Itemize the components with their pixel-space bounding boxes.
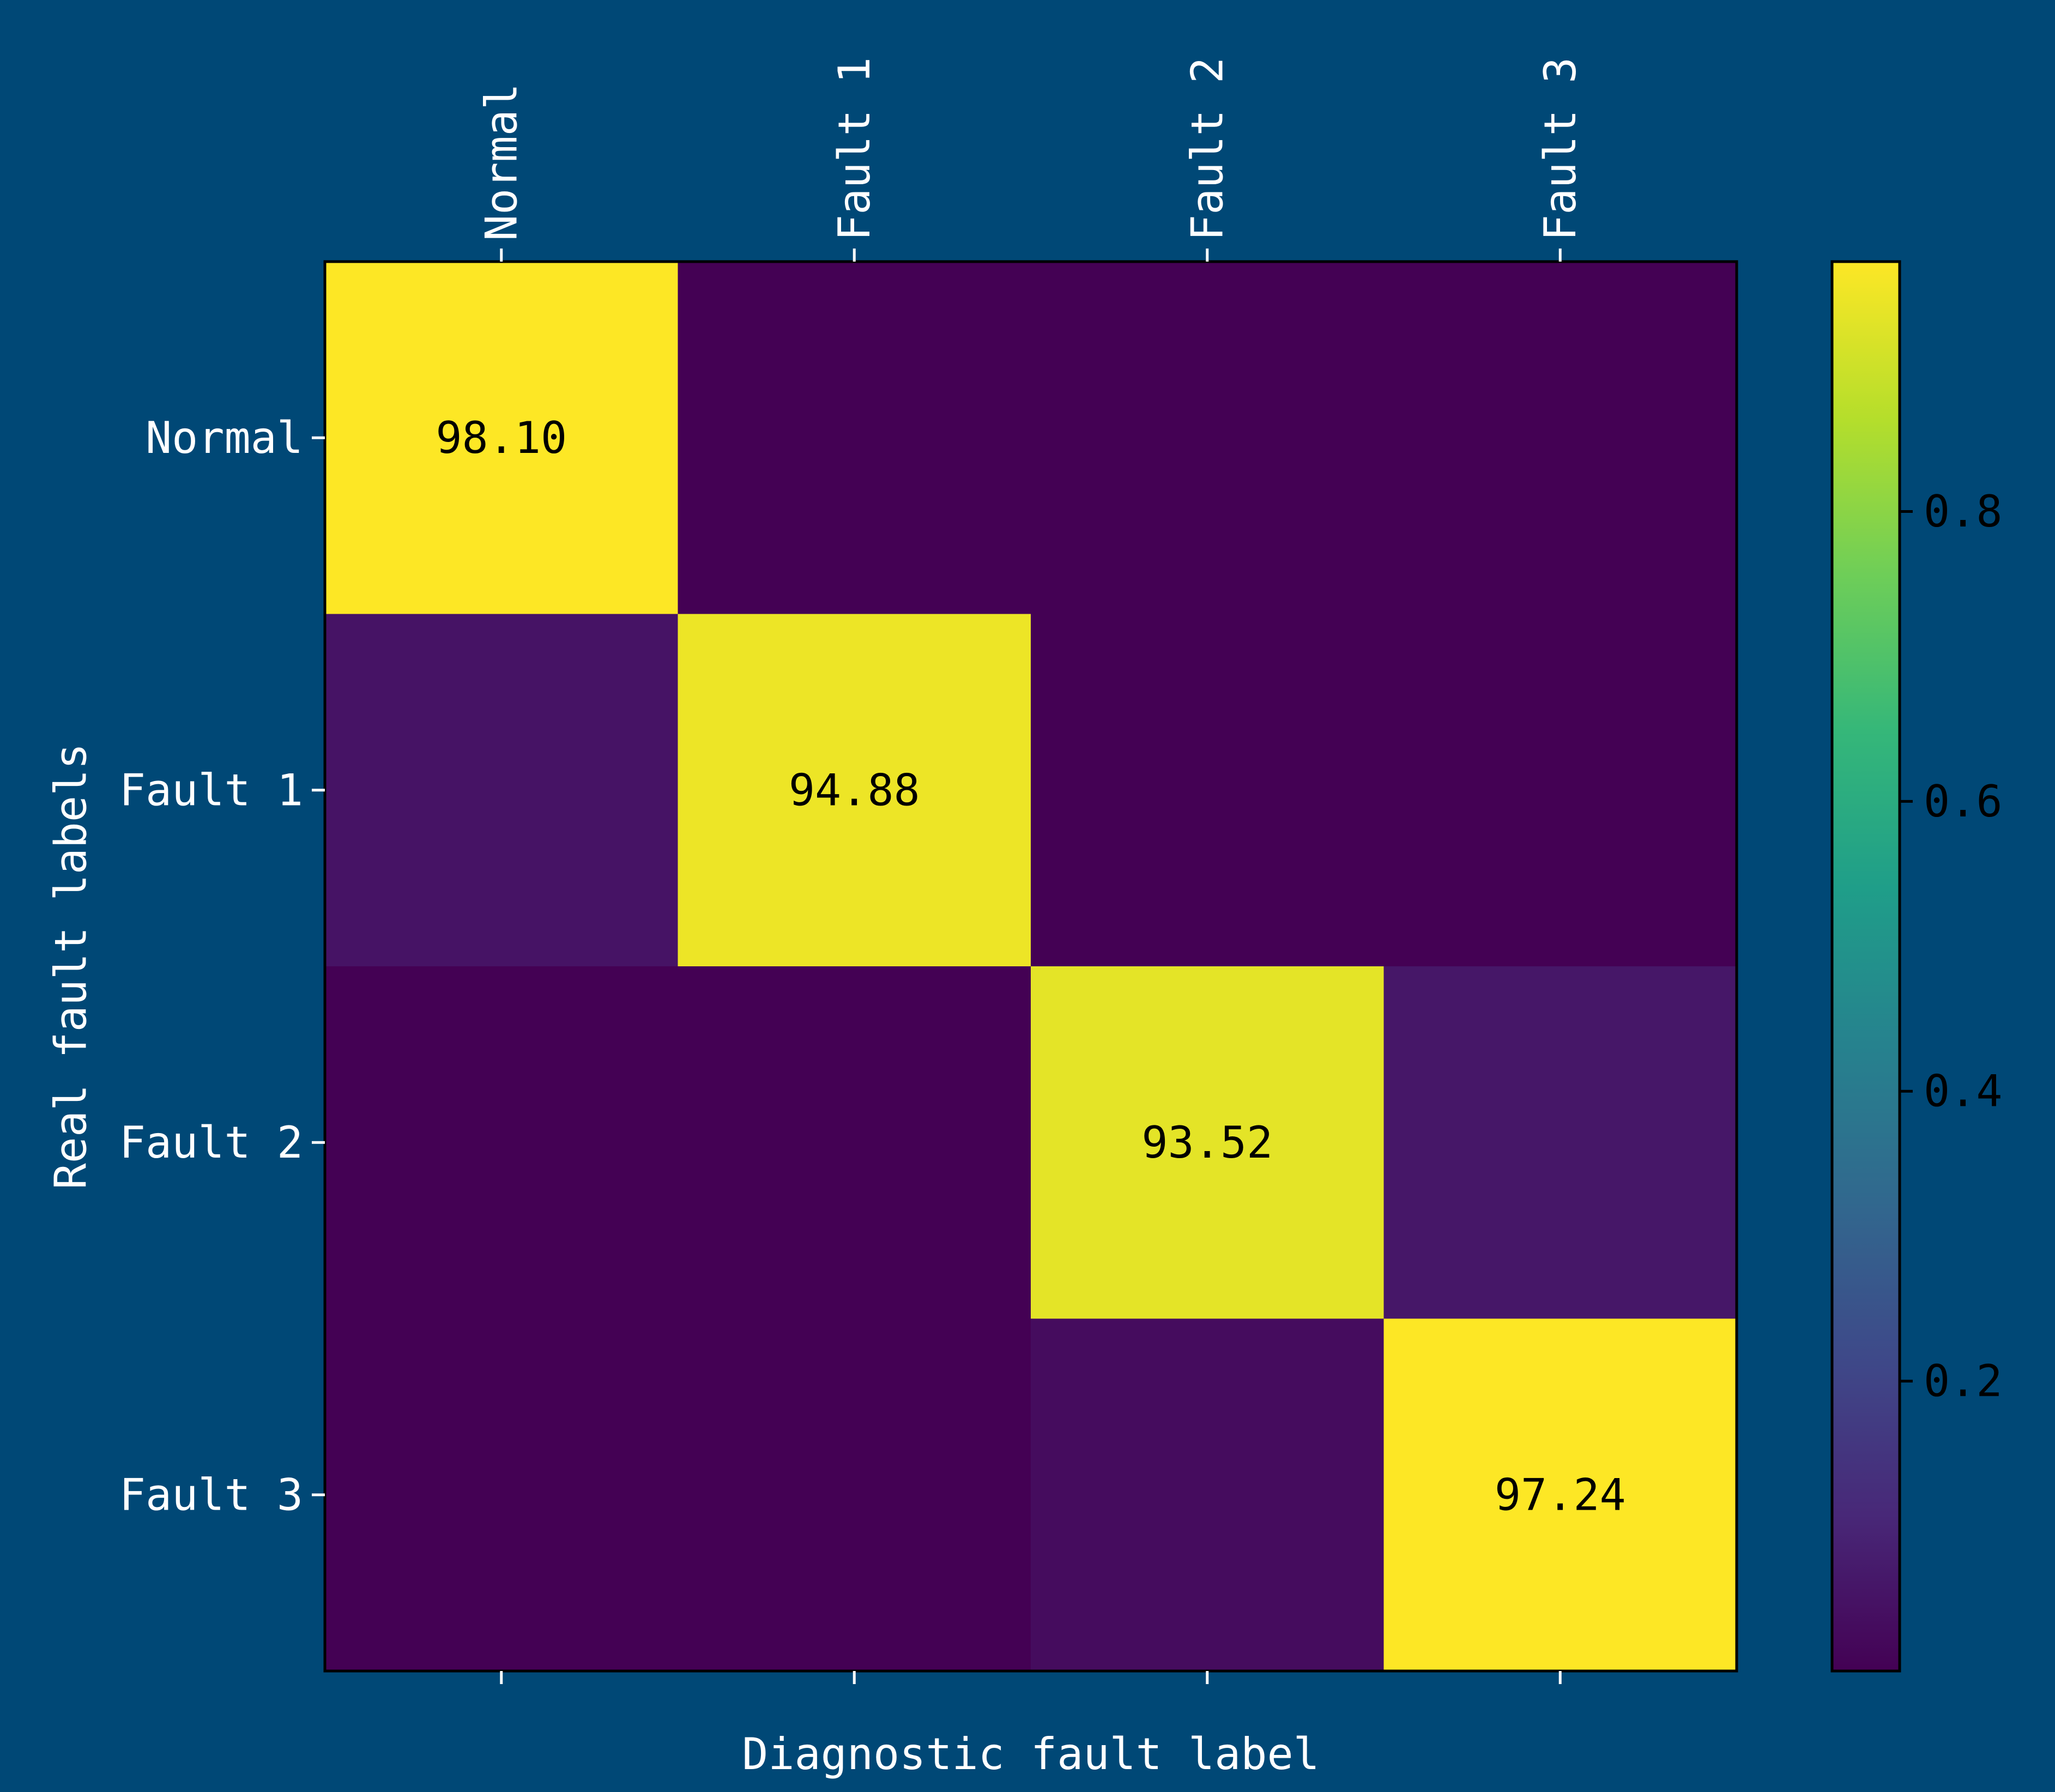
- plot-frame: [323, 260, 1738, 1673]
- colorbar-tick-label: 0.8: [1924, 486, 2003, 537]
- x-tick-label: Fault 3: [1535, 57, 1586, 241]
- heatmap-cell: [325, 262, 678, 614]
- heatmap-cell: [678, 262, 1031, 614]
- x-tick-label: Fault 1: [829, 57, 880, 241]
- cell-value-label: 93.52: [1141, 1117, 1273, 1168]
- heatmap-cell: [1383, 966, 1737, 1319]
- heatmap-cell-labels: 98.10 94.88 93.52 97.24: [436, 413, 1625, 1521]
- x-axis-label: Diagnostic fault label: [742, 1729, 1320, 1779]
- colorbar-tick-label: 0.2: [1924, 1356, 2003, 1407]
- cell-value-label: 94.88: [789, 765, 920, 815]
- heatmap-cell: [1031, 966, 1384, 1319]
- heatmap-cell: [678, 614, 1031, 967]
- heatmap-cell: [325, 966, 678, 1319]
- y-tick-label: Fault 3: [119, 1469, 303, 1520]
- colorbar-tick-label: 0.6: [1924, 776, 2003, 827]
- y-tick-label: Normal: [146, 413, 303, 463]
- y-axis-ticks: Normal Fault 1 Fault 2 Fault 3: [119, 413, 325, 1520]
- heatmap-cell: [325, 614, 678, 967]
- heatmap-cell: [1383, 1318, 1737, 1672]
- heatmap-cell: [678, 966, 1031, 1319]
- heatmap-cell: [1031, 614, 1384, 967]
- colorbar-ticks: 0.2 0.4 0.6 0.8: [1900, 486, 2003, 1407]
- heatmap-cells: [325, 262, 1737, 1672]
- x-tick-label: Fault 2: [1182, 57, 1232, 241]
- x-axis-ticks: Normal Fault 1 Fault 2 Fault 3: [476, 57, 1586, 1684]
- y-axis-label: Real fault labels: [46, 743, 96, 1190]
- cell-value-label: 98.10: [436, 413, 567, 463]
- heatmap-cell: [1031, 1318, 1384, 1672]
- heatmap-cell: [1031, 262, 1384, 614]
- x-tick-label: Normal: [476, 83, 527, 241]
- colorbar: [1830, 260, 1901, 1673]
- y-tick-label: Fault 2: [119, 1117, 303, 1168]
- heatmap-cell: [1383, 262, 1737, 614]
- y-tick-label: Fault 1: [119, 765, 303, 815]
- cell-value-label: 97.24: [1495, 1469, 1626, 1520]
- heatmap-cell: [325, 1318, 678, 1672]
- heatmap-cell: [1383, 614, 1737, 967]
- colorbar-tick-label: 0.4: [1924, 1066, 2003, 1117]
- heatmap-cell: [678, 1318, 1031, 1672]
